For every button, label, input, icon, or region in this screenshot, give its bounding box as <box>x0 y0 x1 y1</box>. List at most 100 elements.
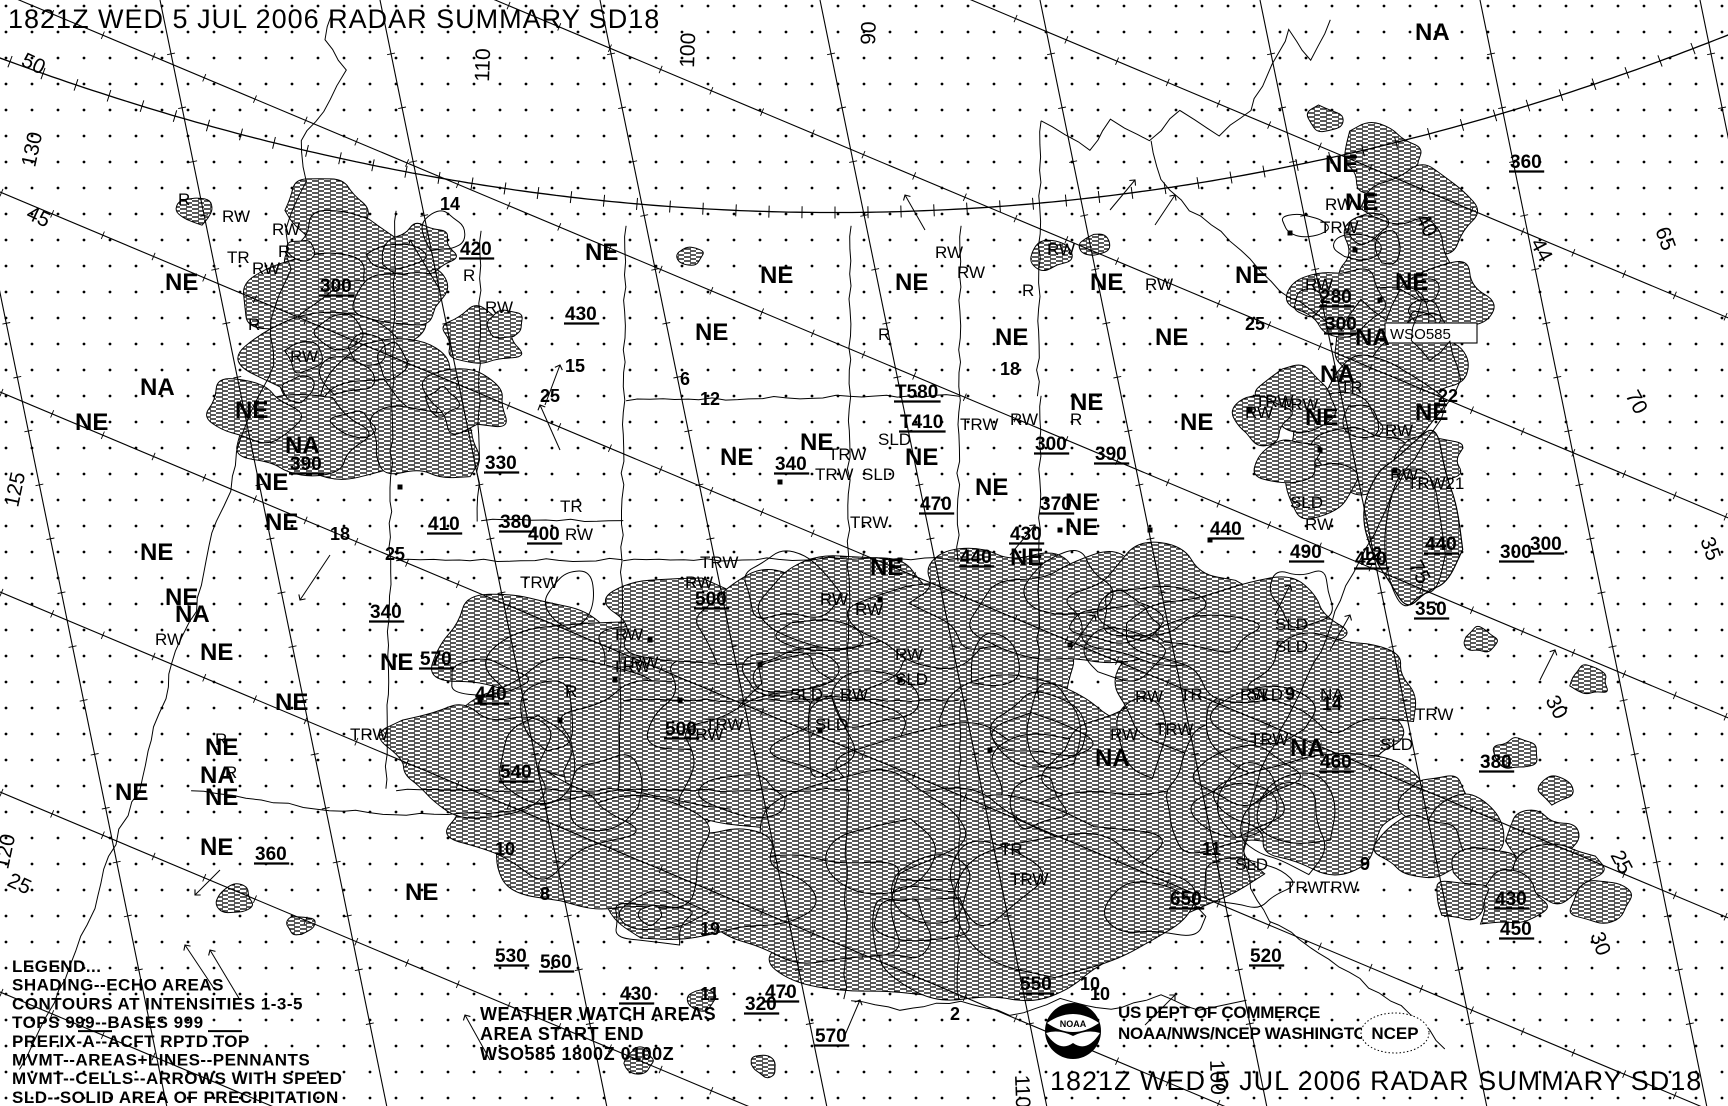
svg-text:RW: RW <box>840 685 868 704</box>
svg-text:RW: RW <box>485 298 513 317</box>
svg-text:MVMT--AREAS+LINES--PENNANTS: MVMT--AREAS+LINES--PENNANTS <box>12 1051 310 1070</box>
svg-text:350: 350 <box>1415 599 1447 620</box>
svg-text:NE: NE <box>720 444 753 471</box>
svg-text:NE: NE <box>1065 514 1098 541</box>
svg-text:340: 340 <box>775 454 807 475</box>
svg-text:R: R <box>248 315 260 334</box>
svg-text:25: 25 <box>540 386 560 406</box>
svg-text:NE: NE <box>1090 269 1123 296</box>
svg-text:NE: NE <box>265 509 298 536</box>
svg-text:390: 390 <box>290 454 322 475</box>
svg-text:TRW: TRW <box>960 415 998 434</box>
svg-text:500: 500 <box>665 719 697 740</box>
svg-text:RW: RW <box>1047 240 1075 259</box>
svg-text:420: 420 <box>460 239 492 260</box>
svg-text:110: 110 <box>1010 1074 1034 1106</box>
svg-text:TRW: TRW <box>1415 705 1453 724</box>
svg-text:AREA START END: AREA START END <box>480 1024 644 1044</box>
svg-text:560: 560 <box>540 952 572 973</box>
svg-text:18: 18 <box>1000 359 1020 379</box>
svg-text:370: 370 <box>1040 494 1072 515</box>
svg-text:440: 440 <box>960 547 992 568</box>
svg-text:T580: T580 <box>895 382 938 403</box>
svg-text:300: 300 <box>1325 314 1357 335</box>
svg-text:300: 300 <box>1500 542 1532 563</box>
svg-text:RW: RW <box>820 590 848 609</box>
svg-text:14: 14 <box>1322 694 1342 714</box>
svg-text:RW: RW <box>272 220 300 239</box>
svg-text:NE: NE <box>975 474 1008 501</box>
svg-text:PREFIX-A--ACFT RPTD TOP: PREFIX-A--ACFT RPTD TOP <box>12 1032 250 1051</box>
svg-text:TRW: TRW <box>850 513 888 532</box>
svg-text:NE: NE <box>1180 409 1213 436</box>
svg-text:NE: NE <box>895 269 928 296</box>
svg-text:WEATHER WATCH AREAS: WEATHER WATCH AREAS <box>480 1004 716 1024</box>
svg-text:NE: NE <box>75 409 108 436</box>
svg-text:SLD: SLD <box>1290 493 1323 512</box>
svg-text:TR: TR <box>227 248 250 267</box>
svg-text:NE: NE <box>255 469 288 496</box>
svg-text:540: 540 <box>500 762 532 783</box>
svg-text:TRW: TRW <box>1320 218 1358 237</box>
svg-text:650: 650 <box>1170 889 1202 910</box>
svg-text:TRW: TRW <box>1250 730 1288 749</box>
svg-text:R: R <box>178 190 190 209</box>
svg-text:R: R <box>463 266 475 285</box>
svg-text:NA: NA <box>1415 19 1450 46</box>
svg-text:300: 300 <box>1035 434 1067 455</box>
svg-text:530: 530 <box>495 946 527 967</box>
svg-text:TRW21: TRW21 <box>1407 474 1464 493</box>
svg-text:500: 500 <box>695 589 727 610</box>
svg-text:WSO585: WSO585 <box>1390 326 1451 343</box>
svg-text:390: 390 <box>1095 444 1127 465</box>
svg-text:TRW: TRW <box>350 725 388 744</box>
svg-text:470: 470 <box>765 982 797 1003</box>
svg-text:460: 460 <box>1320 752 1352 773</box>
svg-text:NE: NE <box>1395 269 1428 296</box>
svg-text:TR: TR <box>1340 378 1363 397</box>
svg-text:430: 430 <box>1495 889 1527 910</box>
svg-text:TR: TR <box>1180 685 1203 704</box>
svg-text:RW: RW <box>290 347 318 366</box>
svg-text:110: 110 <box>471 48 495 82</box>
svg-text:CONTOURS AT INTENSITIES 1-3-5: CONTOURS AT INTENSITIES 1-3-5 <box>12 994 303 1013</box>
svg-text:NE: NE <box>1155 324 1188 351</box>
svg-text:R: R <box>565 682 577 701</box>
svg-text:LEGEND...: LEGEND... <box>12 957 102 976</box>
svg-text:8: 8 <box>540 884 550 904</box>
svg-text:NE: NE <box>995 324 1028 351</box>
svg-text:1821Z WED 5 JUL 2006 RADAR SU: 1821Z WED 5 JUL 2006 RADAR SUMMARY SD18 <box>1050 1066 1702 1096</box>
svg-text:NA: NA <box>175 601 210 628</box>
svg-text:R: R <box>1070 410 1082 429</box>
svg-text:RW: RW <box>1135 687 1163 706</box>
svg-text:430: 430 <box>565 304 597 325</box>
svg-text:12: 12 <box>1362 544 1382 564</box>
svg-text:22: 22 <box>1438 386 1458 406</box>
svg-text:15: 15 <box>565 356 585 376</box>
svg-text:9: 9 <box>1360 854 1370 874</box>
svg-text:NCEP: NCEP <box>1371 1024 1418 1043</box>
svg-text:520: 520 <box>1250 946 1282 967</box>
svg-text:RW: RW <box>155 630 183 649</box>
svg-text:SLD: SLD <box>1380 735 1413 754</box>
svg-text:RW: RW <box>1305 515 1333 534</box>
svg-text:SLD: SLD <box>1275 637 1308 656</box>
svg-text:360: 360 <box>255 844 287 865</box>
svg-text:490: 490 <box>1290 542 1322 563</box>
svg-text:90: 90 <box>857 21 881 45</box>
svg-text:TRW: TRW <box>620 653 658 672</box>
svg-text:TR: TR <box>560 497 583 516</box>
svg-text:300: 300 <box>1530 534 1562 555</box>
svg-text:TOPS 999--BASES 999: TOPS 999--BASES 999 <box>12 1013 204 1032</box>
svg-text:1821Z WED 5 JUL 2006 RADAR SU: 1821Z WED 5 JUL 2006 RADAR SUMMARY SD18 <box>8 4 660 34</box>
svg-text:450: 450 <box>1500 919 1532 940</box>
svg-text:14: 14 <box>440 194 460 214</box>
svg-text:WSO585 1800Z 0100Z: WSO585 1800Z 0100Z <box>480 1044 674 1064</box>
svg-text:NE: NE <box>380 649 413 676</box>
svg-text:TRW: TRW <box>520 573 558 592</box>
svg-text:400: 400 <box>528 524 560 545</box>
svg-text:NE: NE <box>1235 262 1268 289</box>
svg-text:RW: RW <box>1385 421 1413 440</box>
svg-text:RW: RW <box>1010 410 1038 429</box>
svg-text:TRW: TRW <box>815 465 853 484</box>
